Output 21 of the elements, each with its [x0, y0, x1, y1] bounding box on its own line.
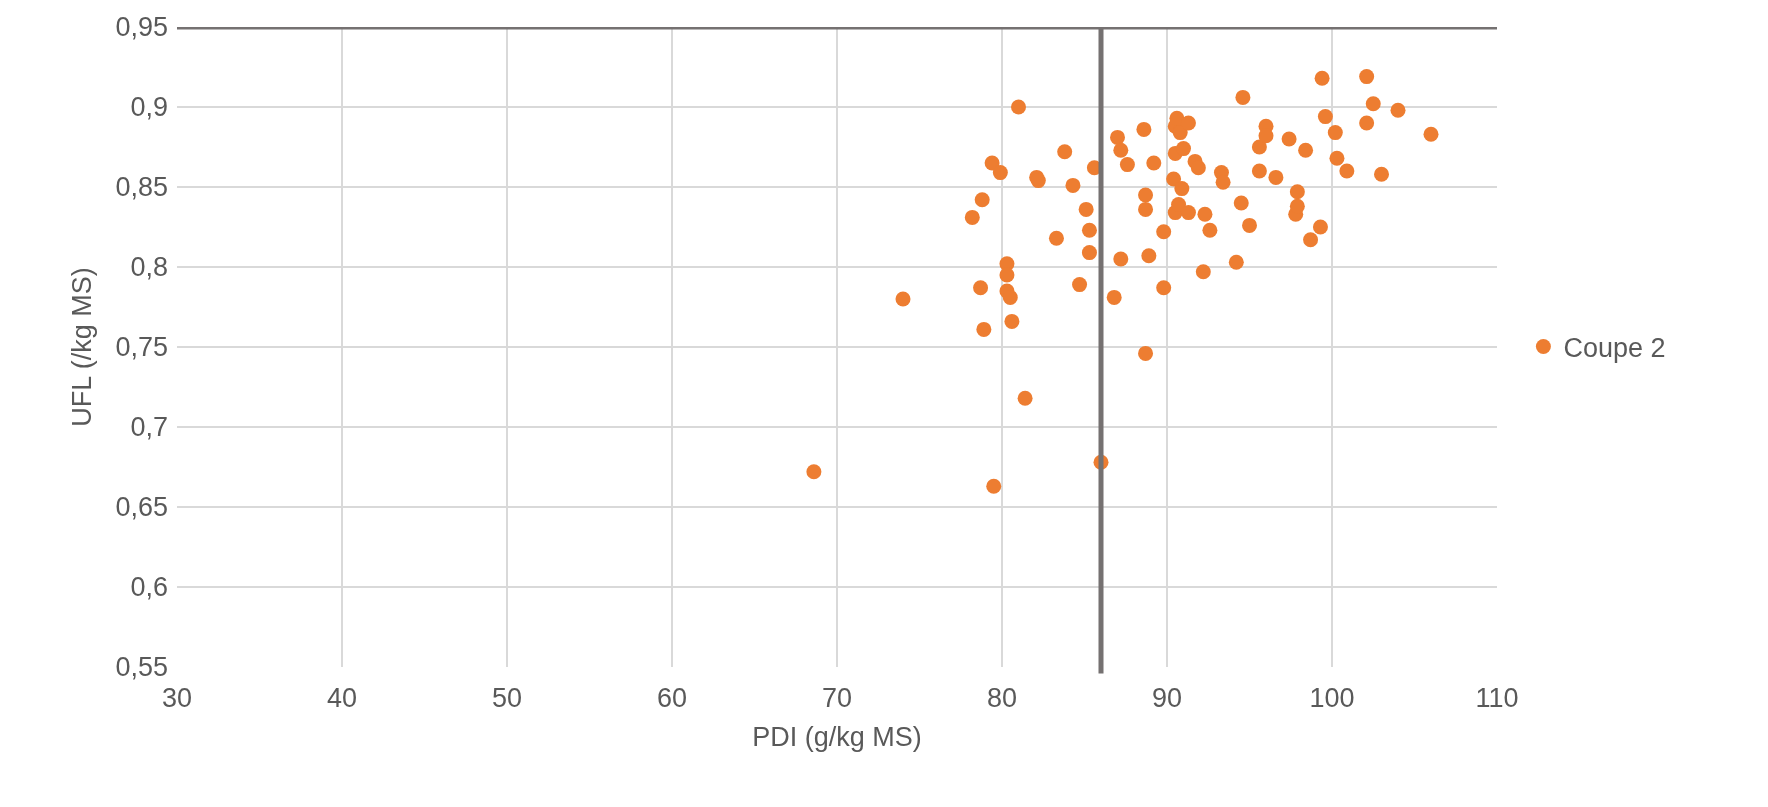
y-tick-label: 0,55 — [115, 652, 168, 683]
x-tick-label: 50 — [491, 683, 523, 713]
x-tick-label: 70 — [821, 683, 853, 713]
legend-label: Coupe 2 — [1563, 333, 1666, 364]
x-tick-label: 90 — [1151, 683, 1183, 713]
x-tick-label: 40 — [326, 683, 358, 713]
y-tick-label: 0,6 — [130, 572, 168, 603]
y-tick-label: 0,85 — [115, 172, 168, 203]
y-tick-label: 0,95 — [115, 12, 168, 43]
x-tick-label: 60 — [656, 683, 688, 713]
y-axis-title: UFL (/kg MS) — [67, 267, 98, 427]
x-tick-label: 100 — [1309, 683, 1355, 713]
x-axis-title: PDI (g/kg MS) — [752, 722, 922, 753]
y-tick-label: 0,9 — [130, 92, 168, 123]
y-tick-label: 0,65 — [115, 492, 168, 523]
x-tick-label: 80 — [986, 683, 1018, 713]
x-tick-label: 110 — [1475, 683, 1519, 713]
y-tick-label: 0,8 — [130, 252, 168, 283]
y-tick-label: 0,75 — [115, 332, 168, 363]
x-tick-label: 30 — [161, 683, 193, 713]
y-tick-label: 0,7 — [130, 412, 168, 443]
